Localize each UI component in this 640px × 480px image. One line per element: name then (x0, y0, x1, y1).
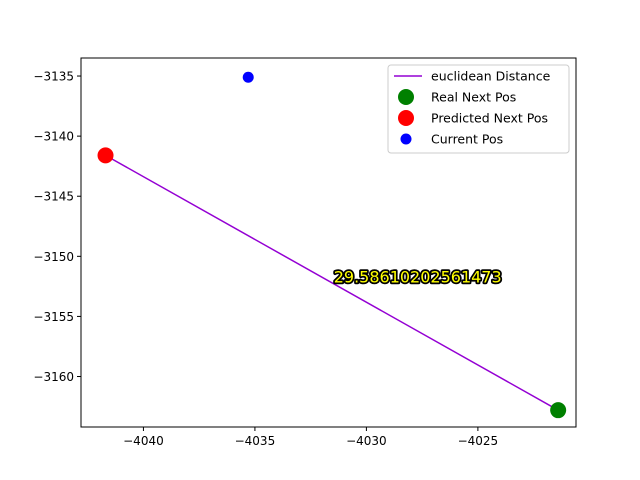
distance-annotation: 29.58610202561473 (334, 267, 502, 286)
y-tick-label: −3145 (33, 190, 74, 204)
y-tick-label: −3150 (33, 250, 74, 264)
plot-area: 29.58610202561473 (97, 71, 567, 419)
legend-box (387, 64, 570, 154)
legend-swatch-real-next-pos (398, 89, 414, 105)
point-predicted-next-pos-0 (97, 147, 114, 164)
y-tick-label: −3155 (33, 310, 74, 324)
y-tick-label: −3135 (33, 70, 74, 84)
legend-swatch-predicted-next-pos (398, 110, 414, 126)
y-tick-label: −3160 (33, 370, 74, 384)
x-tick-label: −4030 (346, 434, 387, 448)
x-tick-label: −4025 (458, 434, 499, 448)
point-current-pos-0 (242, 71, 254, 83)
legend-label-real-next-pos: Real Next Pos (431, 90, 516, 105)
legend-swatch-current-pos (400, 133, 412, 145)
axes: −4040 −4035 −4030 −4025 −3135 −3140 −3145 −3150… (33, 57, 577, 448)
x-tick-label: −4040 (123, 434, 164, 448)
y-tick-label: −3140 (33, 130, 74, 144)
axes-frame (80, 57, 577, 428)
series-line-euclidean-distance (105, 154, 559, 411)
point-real-next-pos-0 (550, 402, 567, 419)
legend-label-current-pos: Current Pos (431, 132, 503, 147)
x-tick-label: −4035 (235, 434, 276, 448)
legend: euclidean Distance Real Next Pos Predicted… (387, 64, 570, 154)
legend-label-predicted-next-pos: Predicted Next Pos (431, 111, 548, 126)
legend-label-euclidean-distance: euclidean Distance (431, 69, 551, 84)
